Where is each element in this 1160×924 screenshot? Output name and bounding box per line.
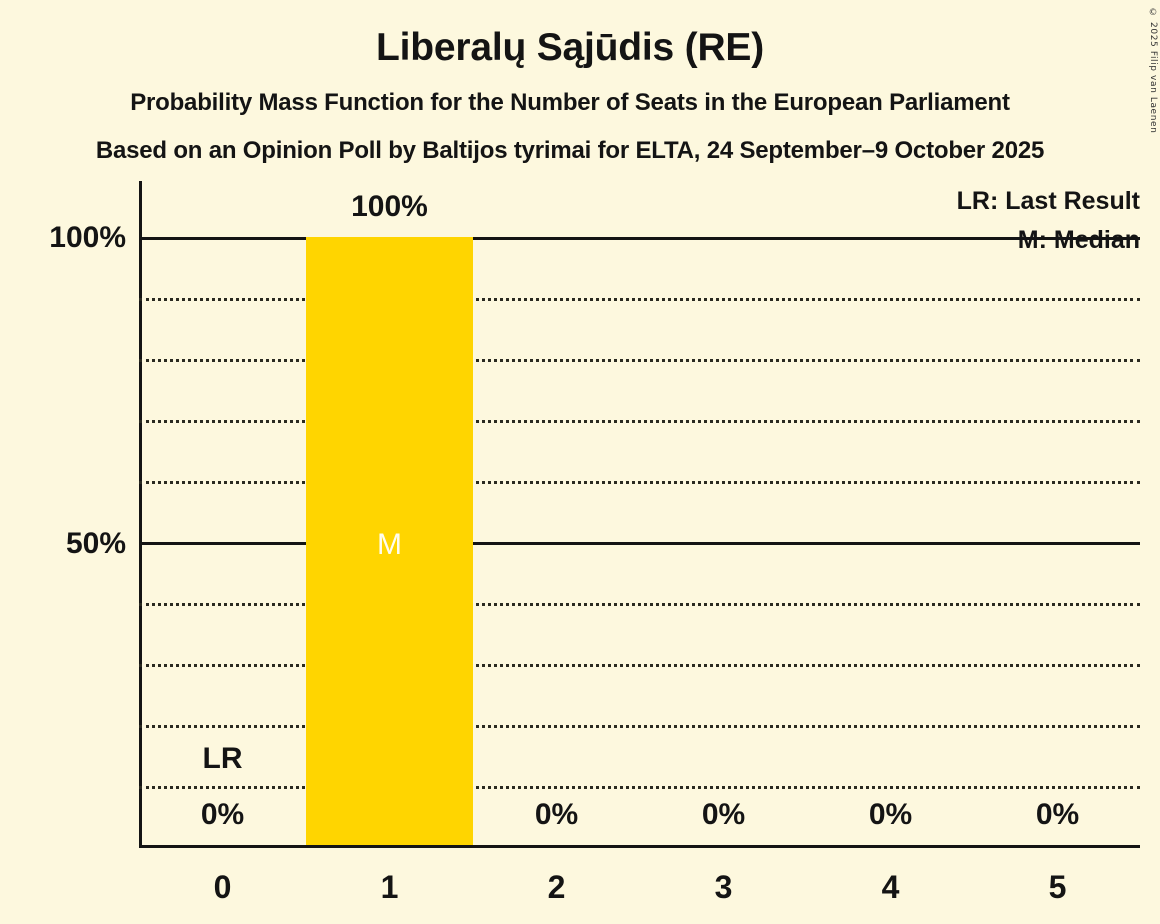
gridline-50 — [139, 542, 1140, 545]
bar-value-1: 100% — [351, 190, 428, 223]
x-axis-line — [139, 845, 1140, 848]
y-tick-label-50: 50% — [65, 527, 126, 560]
bar-slot-0[interactable]: LR 0% — [139, 181, 306, 848]
copyright-notice: © 2025 Filip van Laenen — [1148, 8, 1158, 134]
gridline-80 — [139, 359, 1140, 362]
last-result-marker: LR — [202, 742, 243, 775]
bar-1[interactable] — [306, 237, 473, 848]
x-tick-label-3: 3 — [714, 869, 733, 905]
bar-slot-4[interactable]: 0% — [807, 181, 974, 848]
x-tick-label-0: 0 — [213, 869, 232, 905]
chart-subtitle-primary: Probability Mass Function for the Number… — [130, 89, 1010, 116]
plot-area: LR 0% 100% M 0% 0% 0% — [139, 181, 1140, 848]
bar-slot-2[interactable]: 0% — [473, 181, 640, 848]
bar-value-2: 0% — [534, 798, 579, 831]
gridline-40 — [139, 603, 1140, 606]
bar-value-4: 0% — [868, 798, 913, 831]
legend-last-result: LR: Last Result — [956, 187, 1140, 215]
chart-subtitle-source: Based on an Opinion Poll by Baltijos tyr… — [95, 137, 1045, 164]
gridline-60 — [139, 481, 1140, 484]
bar-value-0: 0% — [200, 798, 245, 831]
x-tick-label-4: 4 — [881, 869, 900, 905]
x-tick-label-5: 5 — [1048, 869, 1067, 905]
gridline-20 — [139, 725, 1140, 728]
bar-series: LR 0% 100% M 0% 0% 0% — [139, 181, 1140, 848]
median-marker: M — [377, 528, 402, 561]
y-tick-label-100: 100% — [49, 221, 126, 254]
bar-value-3: 0% — [701, 798, 746, 831]
gridline-10 — [139, 786, 1140, 789]
page-title: Liberalų Sąjūdis (RE) — [375, 26, 765, 69]
x-tick-label-1: 1 — [380, 869, 399, 905]
bar-slot-5[interactable]: 0% — [974, 181, 1141, 848]
x-axis-labels: 0 1 2 3 4 5 — [139, 868, 1141, 912]
legend-median: M: Median — [1017, 226, 1140, 254]
x-tick-label-2: 2 — [547, 869, 566, 905]
gridline-70 — [139, 420, 1140, 423]
bar-slot-1[interactable]: 100% M — [306, 181, 473, 848]
gridline-100 — [139, 237, 1140, 240]
bar-slot-3[interactable]: 0% — [640, 181, 807, 848]
gridline-30 — [139, 664, 1140, 667]
bar-value-5: 0% — [1035, 798, 1080, 831]
gridline-90 — [139, 298, 1140, 301]
y-axis-line — [139, 181, 142, 848]
